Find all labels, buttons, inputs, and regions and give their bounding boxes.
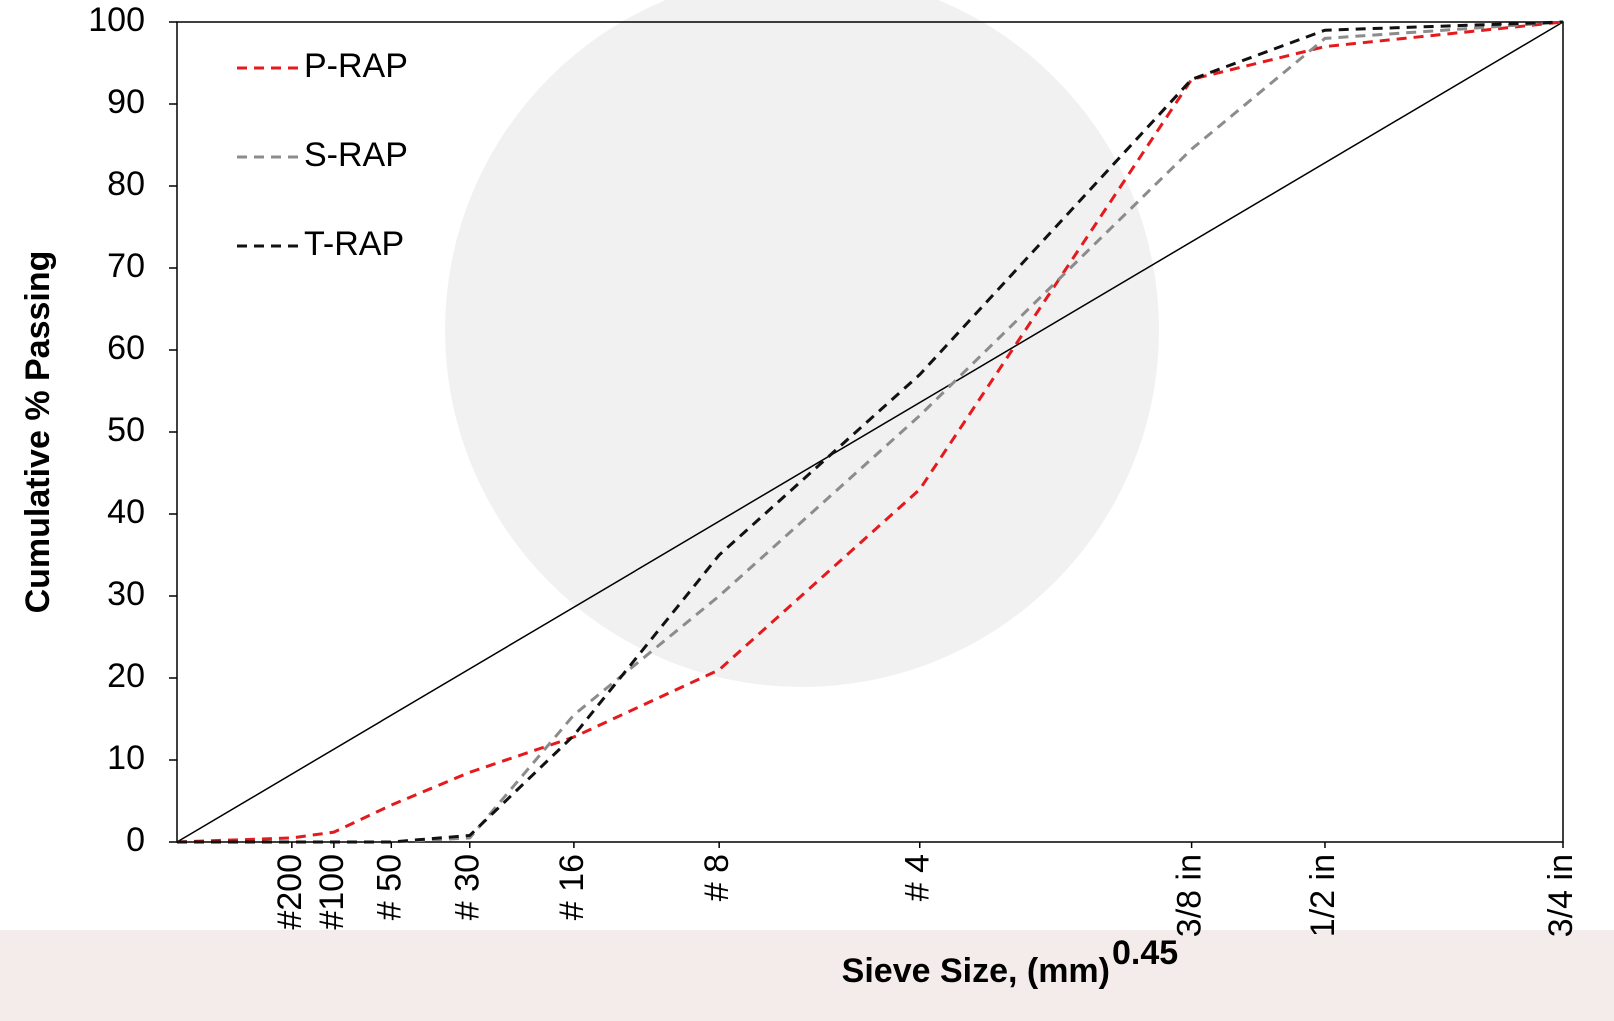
x-axis-label: Sieve Size, (mm) <box>842 952 1110 990</box>
x-tick-label: #100 <box>313 854 351 930</box>
x-tick-label: 3/4 in <box>1542 854 1580 937</box>
y-tick-label: 90 <box>107 83 145 121</box>
legend-label: T-RAP <box>304 225 404 263</box>
x-tick-label: # 16 <box>553 854 591 920</box>
x-tick-label: 1/2 in <box>1304 854 1342 937</box>
legend-label: S-RAP <box>304 136 408 174</box>
legend-label: P-RAP <box>304 47 408 85</box>
x-tick-label: 3/8 in <box>1171 854 1209 937</box>
y-tick-label: 40 <box>107 493 145 531</box>
watermark <box>445 0 1159 687</box>
y-tick-label: 20 <box>107 657 145 695</box>
x-tick-label: # 30 <box>449 854 487 920</box>
x-axis-label-exponent: 0.45 <box>1112 934 1178 972</box>
y-tick-label: 30 <box>107 575 145 613</box>
y-tick-label: 50 <box>107 411 145 449</box>
y-tick-label: 70 <box>107 247 145 285</box>
reference-line <box>176 21 1564 843</box>
series-line <box>177 20 1564 844</box>
y-tick-label: 80 <box>107 165 145 203</box>
x-tick-label: #200 <box>271 854 309 930</box>
x-tick-label: # 50 <box>370 854 408 920</box>
y-tick-label: 0 <box>126 821 145 859</box>
y-tick-label: 10 <box>107 739 145 777</box>
background-band <box>0 930 1614 1021</box>
series-line <box>176 20 1564 844</box>
y-tick-label: 60 <box>107 329 145 367</box>
y-tick-label: 100 <box>88 1 145 39</box>
x-tick-label: # 4 <box>899 854 937 901</box>
y-axis-label: Cumulative % Passing <box>19 251 57 614</box>
x-tick-label: # 8 <box>698 854 736 901</box>
